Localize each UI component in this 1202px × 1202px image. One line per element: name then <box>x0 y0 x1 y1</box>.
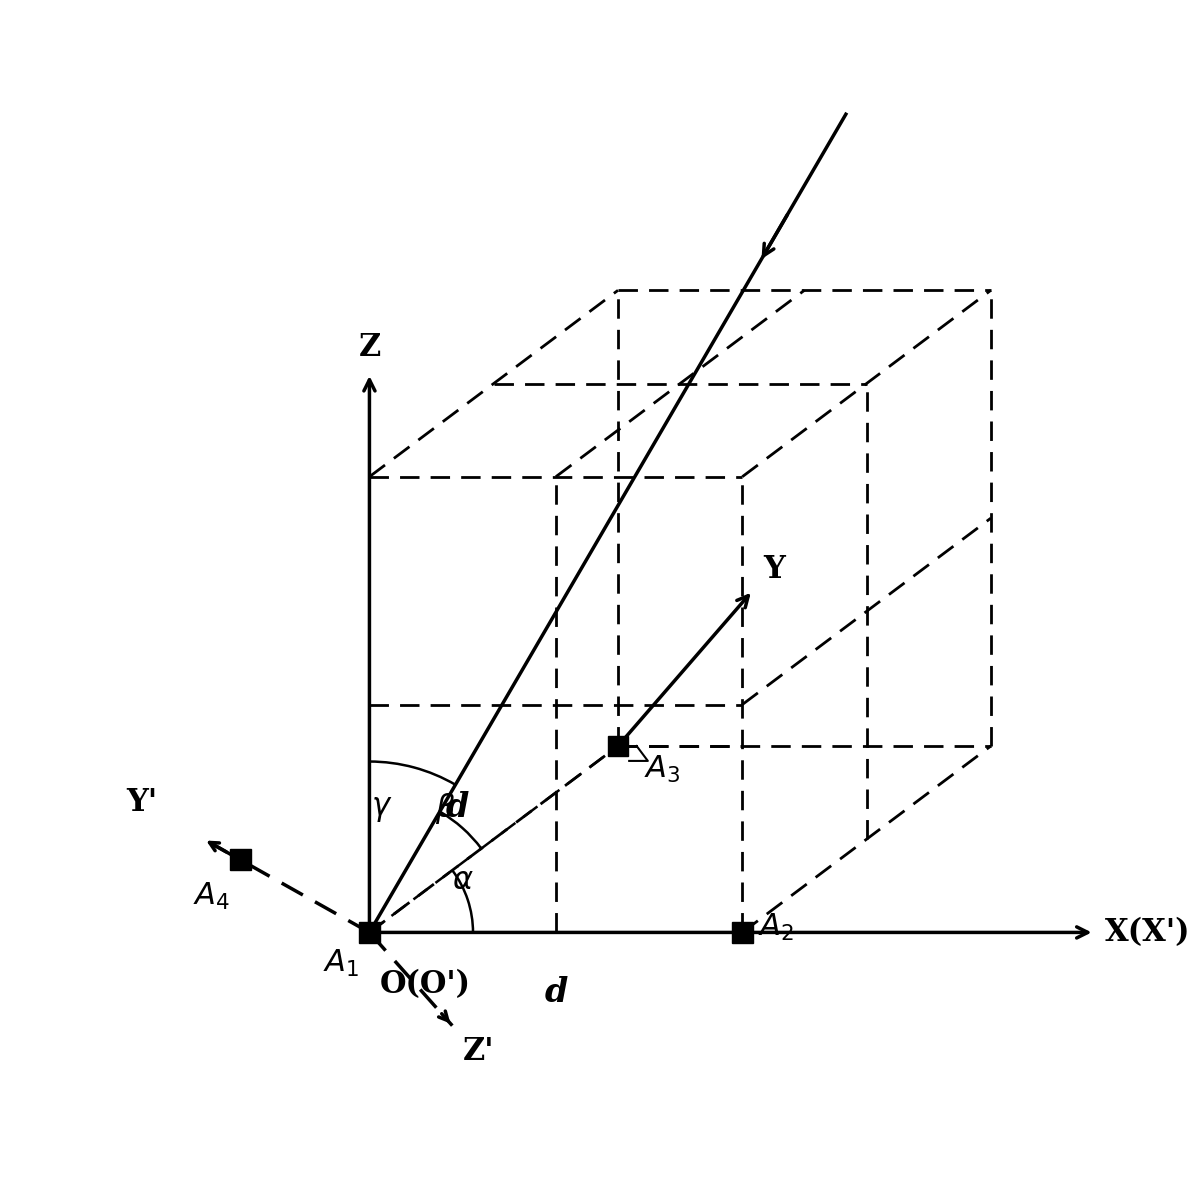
Bar <box>608 736 629 756</box>
Text: $\alpha$: $\alpha$ <box>452 865 474 897</box>
Text: O(O'): O(O') <box>380 969 471 1000</box>
Text: d: d <box>545 976 567 1008</box>
Text: Z': Z' <box>463 1036 494 1067</box>
Text: $A_3$: $A_3$ <box>644 755 680 785</box>
Text: X(X'): X(X') <box>1105 917 1190 948</box>
Text: $\beta$: $\beta$ <box>435 791 456 826</box>
Text: $\gamma$: $\gamma$ <box>371 793 393 825</box>
Bar <box>732 922 752 942</box>
Text: Y: Y <box>763 554 785 585</box>
Bar <box>230 850 250 870</box>
Text: d: d <box>446 791 469 823</box>
Text: $A_1$: $A_1$ <box>323 948 359 980</box>
Text: $A_2$: $A_2$ <box>757 911 793 942</box>
Text: $A_4$: $A_4$ <box>192 880 230 911</box>
Text: Y': Y' <box>126 787 157 819</box>
Bar <box>359 922 380 942</box>
Text: Z: Z <box>358 332 381 363</box>
